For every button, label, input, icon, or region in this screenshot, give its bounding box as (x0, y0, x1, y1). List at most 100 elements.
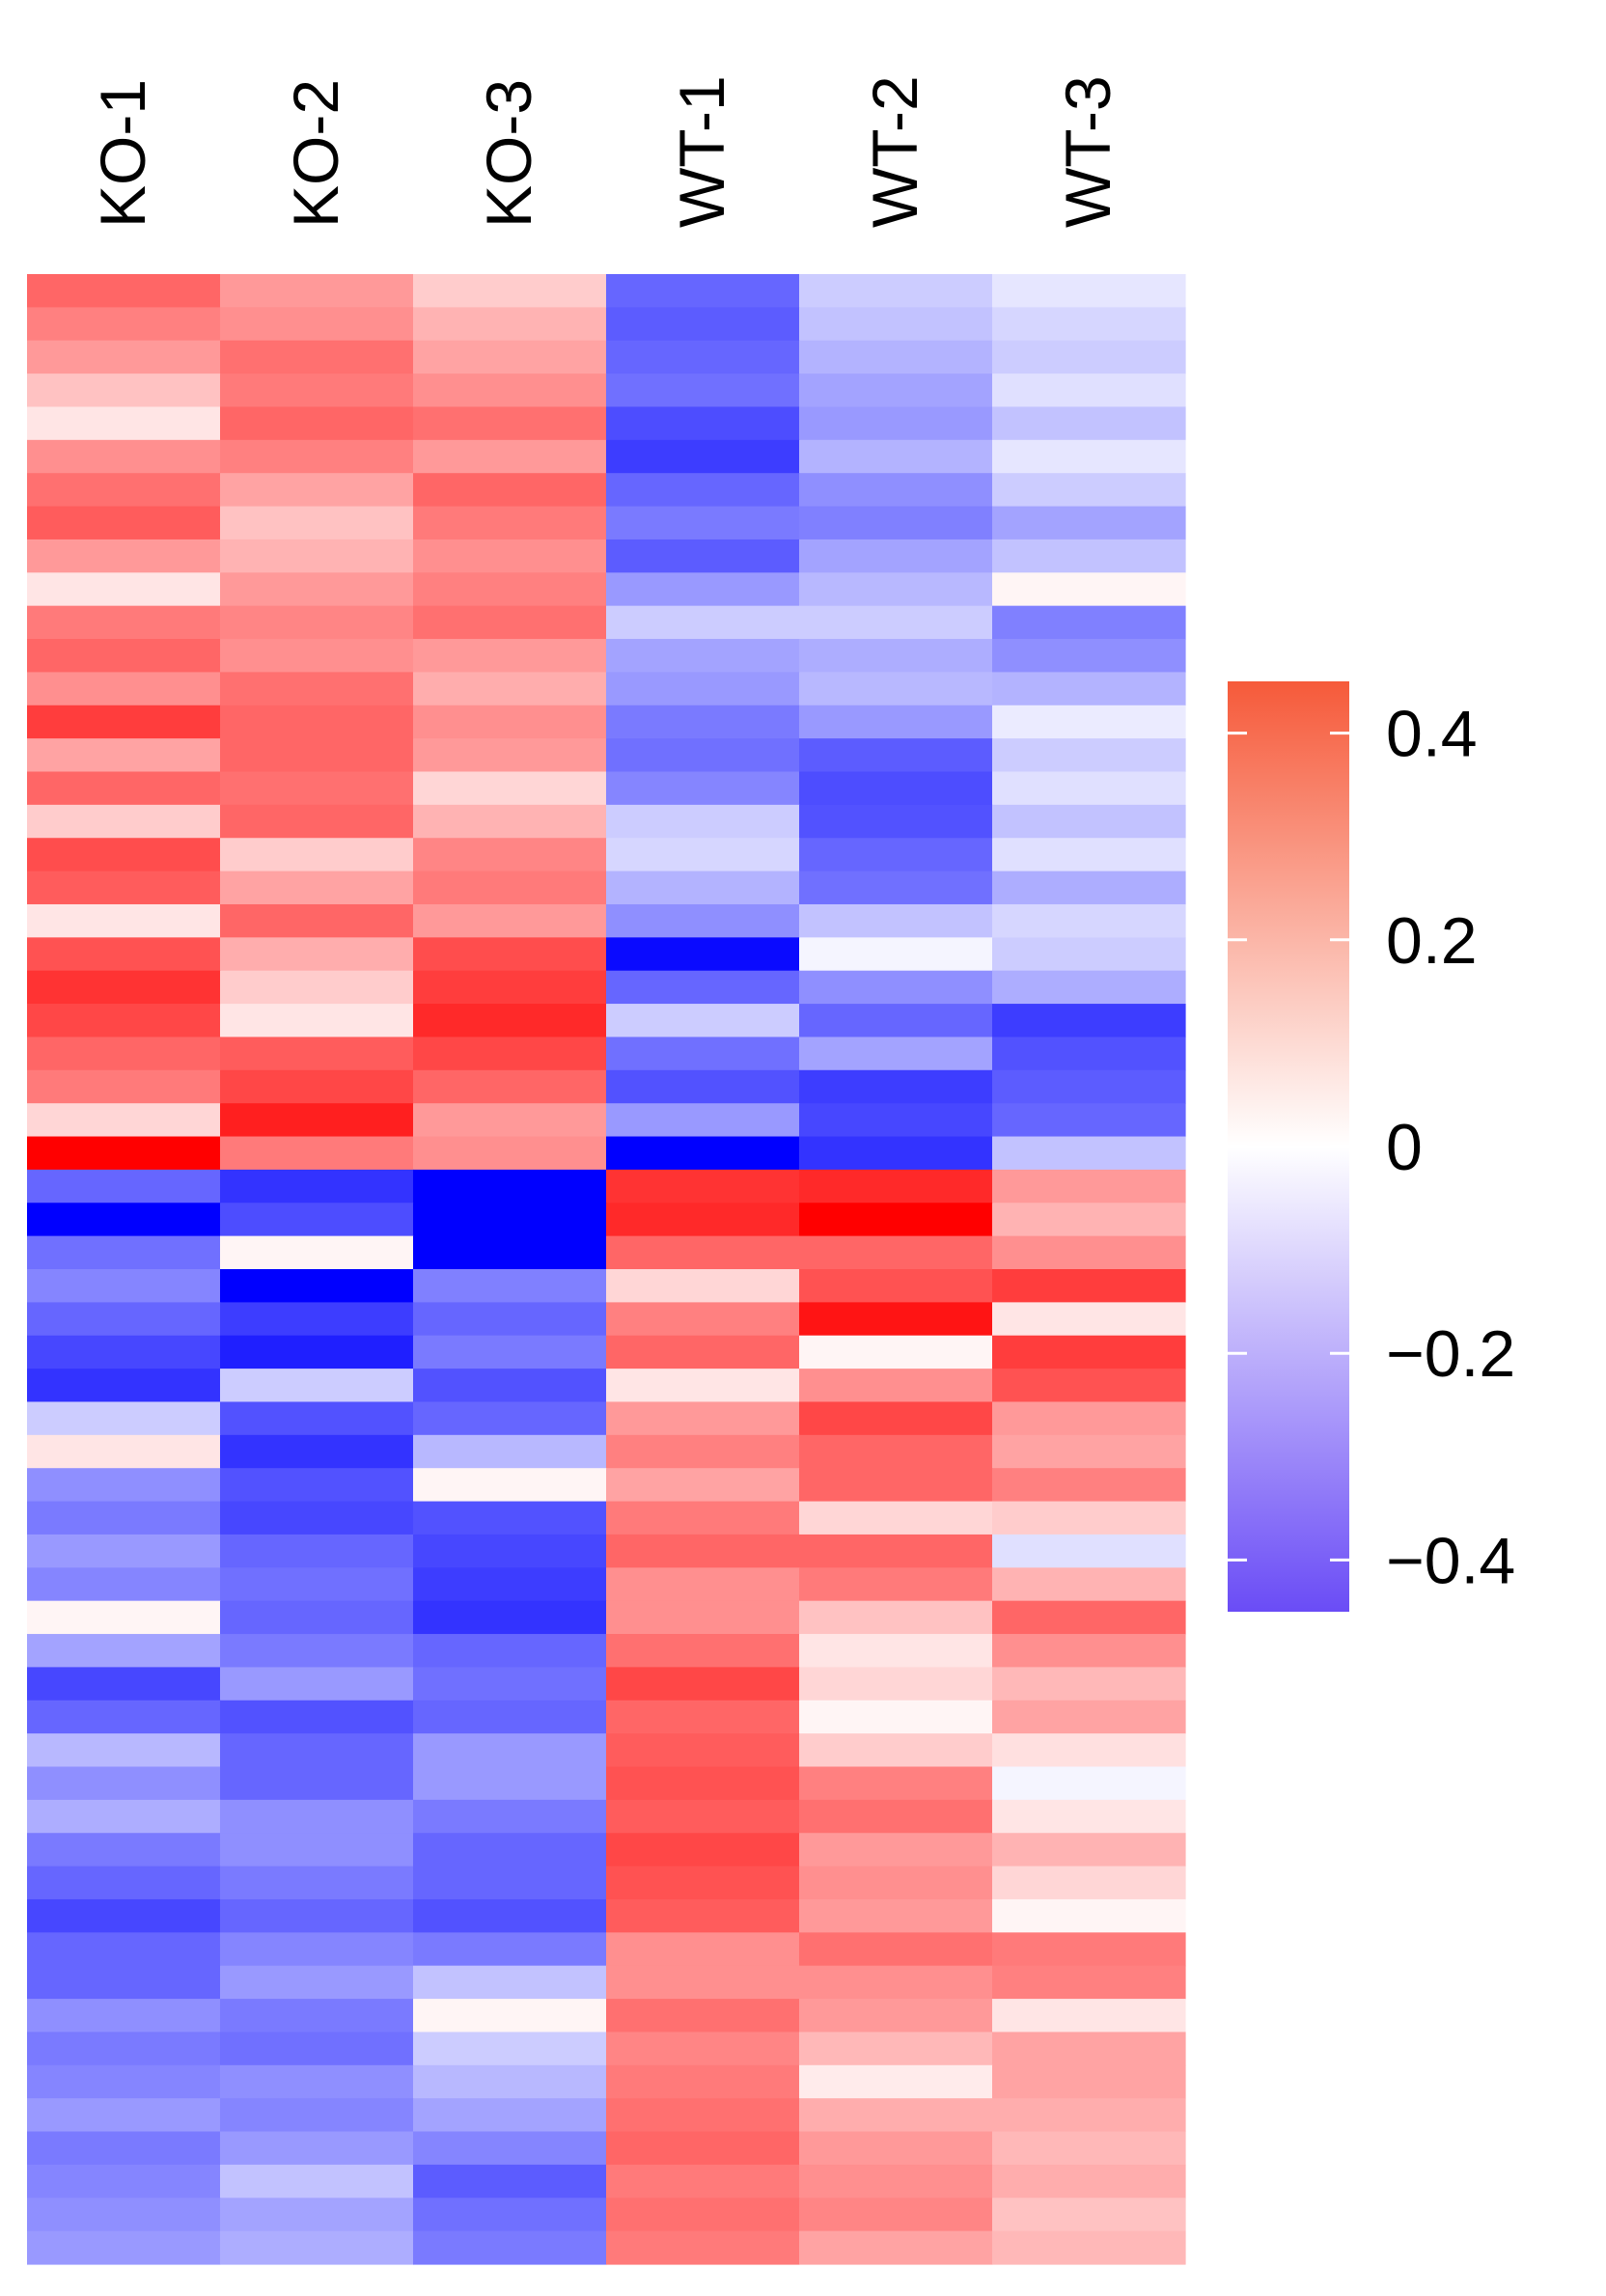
heatmap-cell (413, 340, 607, 374)
heatmap-cell (27, 1932, 221, 1967)
heatmap-cell (413, 1269, 607, 1303)
heatmap-cell (606, 1468, 800, 1503)
heatmap-cell (992, 1534, 1186, 1568)
heatmap-cell (799, 738, 993, 773)
heatmap-cell (413, 1733, 607, 1768)
heatmap-cell (799, 1401, 993, 1436)
heatmap-cell (413, 1932, 607, 1967)
heatmap-cell (992, 1965, 1186, 2000)
heatmap-cell (799, 2032, 993, 2066)
heatmap-cell (220, 307, 414, 342)
heatmap-cell (27, 2032, 221, 2066)
heatmap-cell (27, 937, 221, 972)
heatmap-cell (606, 937, 800, 972)
heatmap-cell (799, 2131, 993, 2166)
heatmap-cell (220, 672, 414, 706)
heatmap-cell (799, 639, 993, 673)
heatmap-cell (799, 1269, 993, 1303)
heatmap-cell (413, 373, 607, 408)
heatmap-cell (799, 1169, 993, 1203)
heatmap-cell (606, 2131, 800, 2166)
heatmap-cell (220, 274, 414, 308)
heatmap-cell (27, 340, 221, 374)
heatmap-cell (220, 1302, 414, 1337)
heatmap-cell (992, 1634, 1186, 1668)
heatmap-cell (27, 473, 221, 508)
heatmap-cell (992, 473, 1186, 508)
heatmap-cell (413, 406, 607, 441)
heatmap-cell (220, 473, 414, 508)
heatmap-cell (27, 970, 221, 1005)
heatmap-cell (606, 1999, 800, 2033)
heatmap-cell (220, 738, 414, 773)
heatmap-cell (27, 1667, 221, 1701)
heatmap-cell (27, 1302, 221, 1337)
heatmap-cell (220, 1799, 414, 1834)
heatmap-cell (413, 1468, 607, 1503)
heatmap-cell (27, 307, 221, 342)
heatmap-cell (992, 1866, 1186, 1900)
column-label: KO-2 (280, 79, 351, 228)
heatmap-cell (220, 804, 414, 839)
heatmap-cell (27, 2098, 221, 2133)
heatmap-cell (992, 639, 1186, 673)
heatmap-cell (799, 605, 993, 640)
heatmap-cell (606, 1203, 800, 1237)
heatmap-cell (413, 1434, 607, 1469)
heatmap-cell (606, 1667, 800, 1701)
heatmap-cell (606, 705, 800, 739)
heatmap-cell (220, 539, 414, 573)
heatmap-cell (220, 2032, 414, 2066)
heatmap-cell (220, 2230, 414, 2265)
heatmap-cell (606, 1434, 800, 1469)
color-legend: 0.4 0.2 0 −0.2 −0.4 (1228, 681, 1515, 1612)
heatmap-cell (413, 2064, 607, 2099)
heatmap-cell (413, 2131, 607, 2166)
heatmap-cell (220, 1335, 414, 1369)
heatmap-cell (992, 1434, 1186, 1469)
heatmap-cell (413, 1501, 607, 1535)
heatmap-cell (606, 871, 800, 905)
heatmap-cell (992, 307, 1186, 342)
heatmap-cell (220, 838, 414, 872)
heatmap-cell (413, 2230, 607, 2265)
heatmap-cell (220, 572, 414, 607)
heatmap-cell (992, 1235, 1186, 1270)
heatmap-cell (413, 1833, 607, 1867)
heatmap-cell (413, 1534, 607, 1568)
heatmap-cell (992, 1999, 1186, 2033)
heatmap-cell (606, 1898, 800, 1933)
heatmap-cell (799, 672, 993, 706)
heatmap-cell (606, 1269, 800, 1303)
heatmap-cell (992, 1833, 1186, 1867)
heatmap-cell (606, 2032, 800, 2066)
heatmap-cell (799, 804, 993, 839)
heatmap-cell (413, 1898, 607, 1933)
heatmap-cell (413, 1634, 607, 1668)
heatmap-cell (992, 1501, 1186, 1535)
heatmap-cell (992, 1932, 1186, 1967)
heatmap-cell (606, 1733, 800, 1768)
heatmap-cell (606, 1037, 800, 1071)
heatmap-cell (413, 1667, 607, 1701)
heatmap-cell (606, 2164, 800, 2199)
heatmap-cell (799, 2164, 993, 2199)
heatmap-cell (27, 1136, 221, 1171)
heatmap-cell (27, 2164, 221, 2199)
heatmap-cell (27, 605, 221, 640)
heatmap-cell (799, 1103, 993, 1138)
heatmap-cell (992, 1203, 1186, 1237)
heatmap-cell (606, 1069, 800, 1104)
heatmap-cell (799, 1501, 993, 1535)
column-label: WT-1 (666, 75, 737, 228)
heatmap-cell (799, 1766, 993, 1801)
legend-tick-label: −0.4 (1386, 1524, 1515, 1597)
heatmap-cell (992, 373, 1186, 408)
heatmap-cell (799, 1069, 993, 1104)
heatmap-cell (799, 1335, 993, 1369)
heatmap-cell (606, 838, 800, 872)
heatmap-cell (992, 970, 1186, 1005)
heatmap-cell (413, 1335, 607, 1369)
heatmap-cell (992, 903, 1186, 938)
heatmap-cell (799, 2098, 993, 2133)
